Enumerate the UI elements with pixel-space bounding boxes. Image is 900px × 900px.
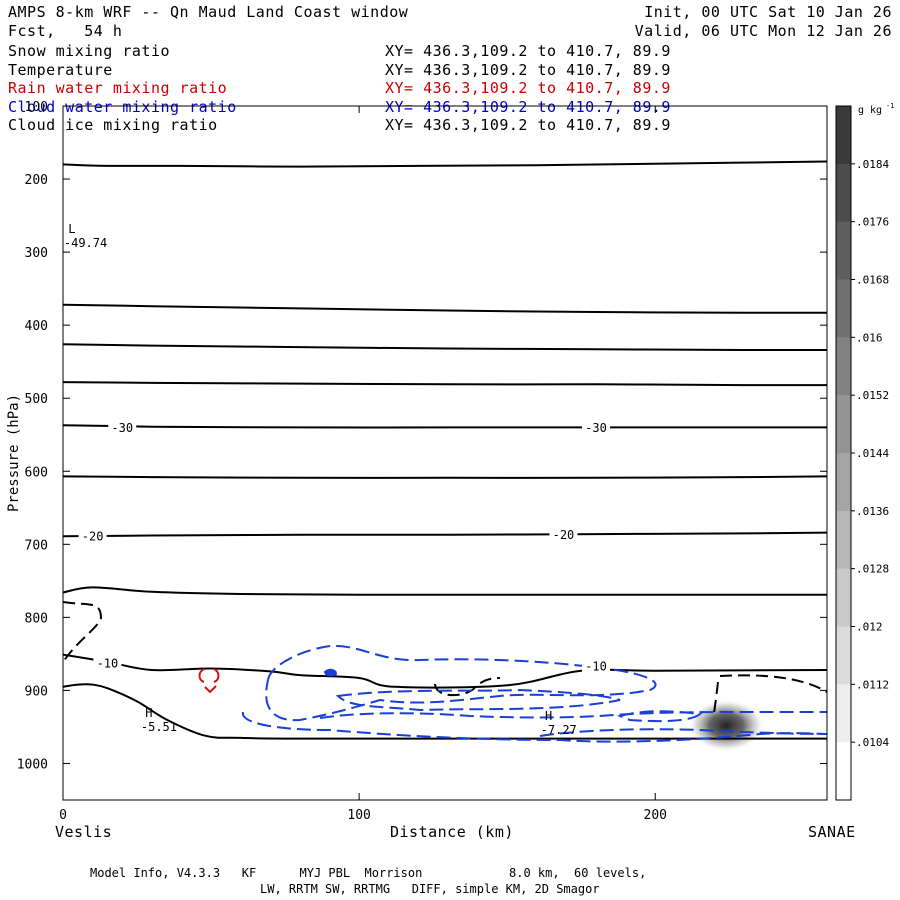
chart-title: AMPS 8-km WRF -- Qn Maud Land Coast wind… [8, 3, 409, 21]
isotherm-line [63, 475, 827, 479]
colorbar-bin [836, 279, 851, 338]
colorbar-label: .0184 [856, 158, 889, 171]
y-tick-label: 100 [25, 100, 48, 115]
init-time: Init, 00 UTC Sat 10 Jan 26 [644, 3, 892, 21]
isotherm-label: -10 [585, 659, 607, 673]
plot-frame [62, 105, 828, 801]
field-xy-range: XY= 436.3,109.2 to 410.7, 89.9 [385, 42, 671, 60]
model-info-line2: LW, RRTM SW, RRTMG DIFF, simple KM, 2D S… [260, 882, 600, 896]
contour-label-bg [549, 527, 578, 542]
colorbar-bin [836, 684, 851, 743]
y-axis-title: Pressure (hPa) [6, 394, 22, 512]
y-tick-label: 400 [25, 319, 48, 334]
contour-label-bg [108, 421, 137, 436]
extremum-mark: H [545, 709, 552, 723]
y-tick-label: 900 [25, 684, 48, 699]
cloud-water-contour [265, 644, 657, 722]
field-xy-range: XY= 436.3,109.2 to 410.7, 89.9 [385, 60, 671, 79]
isotherm-line [63, 303, 827, 314]
isotherm-line [63, 381, 827, 387]
cloud-water-contour [241, 711, 827, 743]
x-axis-title: Distance (km) [390, 823, 514, 841]
colorbar-bin [836, 510, 851, 570]
colorbar-unit: g kg [858, 105, 882, 116]
colorbar-bin [836, 337, 851, 396]
extremum-value: -5.51 [141, 720, 177, 734]
isotherm-label: -30 [111, 421, 133, 435]
y-tick-label: 800 [25, 611, 48, 626]
colorbar-label: .0128 [856, 563, 889, 576]
rain-water-contour [198, 668, 220, 694]
colorbar-label: .0112 [856, 678, 889, 691]
colorbar-bin [836, 395, 851, 454]
colorbar-label: .0176 [856, 216, 889, 229]
isotherm-label: -20 [553, 528, 575, 542]
x-tick-label: 0 [59, 808, 67, 823]
y-tick-label: 200 [25, 173, 48, 188]
contour-label-bg [93, 656, 122, 671]
isotherm-line [63, 424, 827, 429]
contour-label-bg [582, 421, 611, 436]
right-endpoint-label: SANAE [808, 823, 856, 841]
colorbar-label: .0104 [856, 736, 889, 749]
colorbar-label: .012 [856, 621, 883, 634]
colorbar-label: .016 [856, 331, 883, 344]
x-tick-label: 100 [347, 808, 370, 823]
field-xy-range: XY= 436.3,109.2 to 410.7, 89.9 [385, 79, 671, 97]
y-tick-label: 700 [25, 538, 48, 553]
isotherm-line [63, 343, 827, 352]
colorbar-label: .0152 [856, 389, 889, 402]
colorbar-bin [836, 568, 851, 627]
cloud-water-contour [323, 668, 338, 677]
colorbar-bin [836, 626, 851, 685]
model-info-line1: Model Info, V4.3.3 KF MYJ PBL Morrison 8… [90, 866, 647, 880]
isotherm-line [63, 160, 827, 168]
colorbar-bin [836, 163, 851, 223]
field-name: Snow mixing ratio [8, 42, 171, 60]
extremum-mark: L [68, 222, 75, 236]
extremum-mark: H [145, 706, 152, 720]
y-tick-label: 600 [25, 465, 48, 480]
snow-max-shading [688, 699, 765, 752]
cloud-ice-contour [63, 601, 103, 663]
x-tick-label: 200 [644, 808, 667, 823]
valid-time: Valid, 06 UTC Mon 12 Jan 26 [634, 22, 892, 40]
colorbar-bin [836, 742, 851, 801]
extremum-value: -49.74 [64, 236, 107, 250]
isotherm-label: -20 [82, 529, 104, 543]
colorbar-label: .0144 [856, 447, 889, 460]
contour-label-bg [582, 659, 611, 674]
left-endpoint-label: Veslis [55, 823, 113, 841]
isotherm-line [63, 531, 827, 538]
isotherm-label: -10 [97, 656, 119, 670]
field-name: Rain water mixing ratio [8, 79, 228, 97]
field-name: Temperature [8, 60, 113, 79]
cloud-water-contour [616, 710, 703, 723]
colorbar-label: .0168 [856, 274, 889, 287]
isotherm-line [63, 586, 827, 596]
y-tick-label: 500 [25, 392, 48, 407]
cloud-water-contour [335, 688, 621, 712]
y-tick-label: 1000 [17, 757, 48, 772]
colorbar-label: .0136 [856, 505, 889, 518]
field-xy-range: XY= 436.3,109.2 to 410.7, 89.9 [385, 116, 671, 134]
colorbar-unit-exponent: -1 [886, 102, 894, 110]
isotherm-line [63, 683, 827, 740]
isotherm-label: -30 [585, 421, 607, 435]
extremum-value: -7.27 [541, 723, 577, 737]
contour-label-bg [78, 529, 107, 544]
cloud-ice-contour [713, 674, 827, 715]
cloud-water-contour [539, 728, 827, 737]
forecast-hour: Fcst, 54 h [8, 22, 123, 40]
colorbar-bin [836, 221, 851, 280]
y-tick-label: 300 [25, 246, 48, 261]
colorbar-bin [836, 106, 851, 165]
field-name: Cloud ice mixing ratio [8, 116, 218, 134]
colorbar-bin [836, 453, 851, 512]
